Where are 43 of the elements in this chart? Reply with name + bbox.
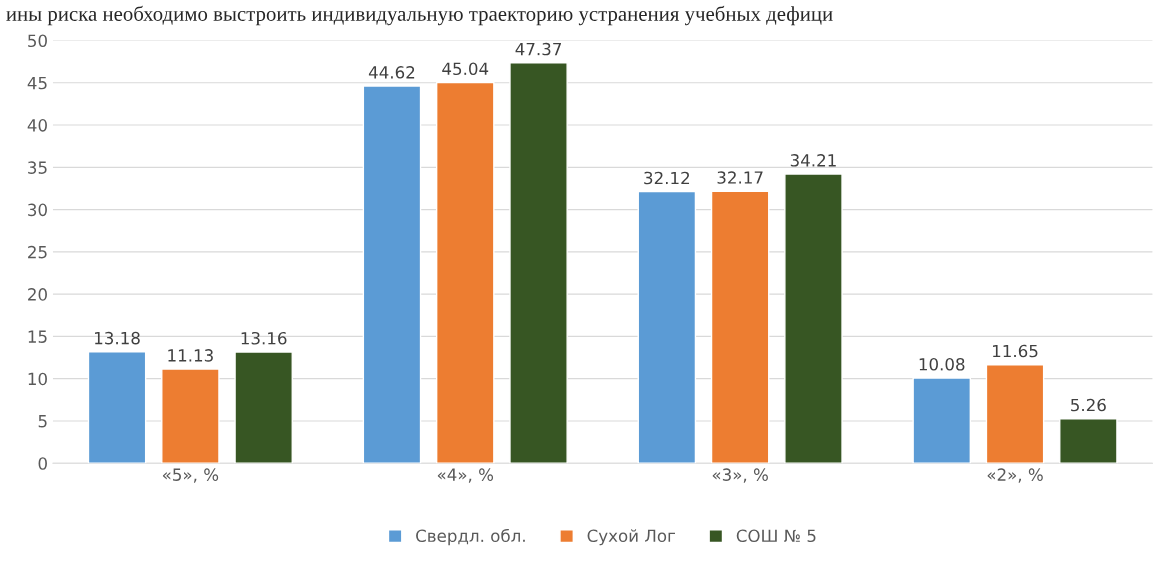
data-label: 13.16 <box>241 331 287 345</box>
bar <box>637 190 697 464</box>
legend-label: Сухой Лог <box>587 529 675 546</box>
data-label: 47.37 <box>515 42 561 56</box>
y-tick-label: 40 <box>27 119 47 132</box>
bar <box>161 368 220 464</box>
data-label: 32.12 <box>644 171 690 185</box>
y-tick-label: 10 <box>28 372 47 386</box>
bar <box>985 364 1045 464</box>
x-tick-label: «4», % <box>437 468 494 483</box>
y-tick-label: 35 <box>28 161 47 174</box>
x-tick-label: «2», % <box>987 468 1043 483</box>
data-label: 11.13 <box>168 349 213 362</box>
x-tick-label: «3», % <box>712 468 768 483</box>
data-label: 45.04 <box>442 62 489 76</box>
data-label: 13.18 <box>95 331 140 345</box>
y-tick-label: 20 <box>28 288 47 301</box>
data-label: 11.65 <box>993 344 1038 358</box>
legend-label: Свердл. обл. <box>416 528 525 546</box>
bar <box>710 190 770 464</box>
data-label: 32.17 <box>717 171 763 184</box>
bar <box>784 173 843 464</box>
bar <box>912 377 972 464</box>
bar <box>509 62 568 464</box>
y-tick-label: 15 <box>28 330 47 343</box>
bar <box>1059 418 1118 464</box>
x-tick-label: «5», % <box>162 468 219 483</box>
bar <box>87 351 147 464</box>
data-label: 34.21 <box>790 154 836 167</box>
bar <box>234 351 293 464</box>
y-tick-label: 50 <box>28 34 47 48</box>
bar <box>435 81 495 464</box>
data-label: 44.62 <box>368 66 415 79</box>
y-tick-label: 0 <box>38 457 47 470</box>
text: ины риска необходимо выстроить индивидуальную траекторию устранения учебных дефици <box>6 5 833 26</box>
y-tick-label: 25 <box>28 245 47 259</box>
y-tick-label: 30 <box>28 203 47 217</box>
legend-label: СОШ № 5 <box>736 529 816 543</box>
data-label: 5.26 <box>1071 398 1106 412</box>
y-tick-label: 5 <box>38 415 47 428</box>
bar <box>362 85 422 464</box>
data-label: 10.08 <box>919 357 965 371</box>
y-tick-label: 45 <box>27 76 47 90</box>
